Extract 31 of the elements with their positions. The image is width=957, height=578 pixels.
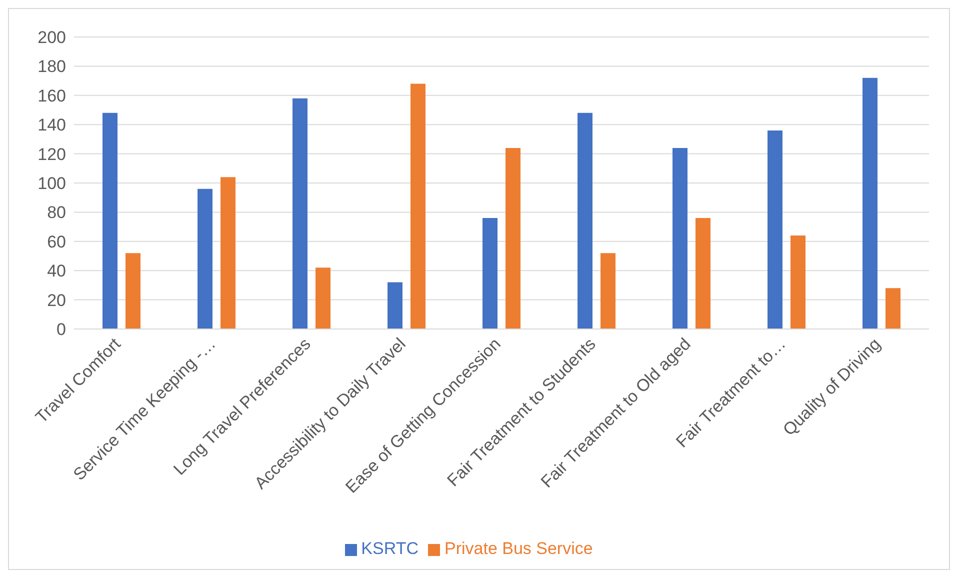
- y-tick-label: 0: [56, 320, 66, 340]
- bar: [102, 112, 118, 329]
- bar: [578, 112, 592, 329]
- legend-label: Private Bus Service: [444, 539, 593, 558]
- bar: [790, 236, 806, 329]
- bar: [862, 78, 878, 329]
- bar: [198, 188, 212, 329]
- y-tick-label: 100: [38, 174, 66, 194]
- bar: [886, 288, 900, 329]
- legend-label: KSRTC: [361, 539, 418, 558]
- y-tick-label: 60: [47, 232, 66, 252]
- bar: [768, 130, 782, 329]
- y-tick-label: 200: [38, 28, 66, 48]
- bar: [292, 98, 308, 329]
- bar: [506, 148, 520, 329]
- y-tick-label: 120: [38, 144, 66, 164]
- bar: [220, 177, 236, 329]
- bar: [316, 268, 330, 329]
- bar: [126, 253, 140, 329]
- bar: [600, 253, 616, 329]
- bar: [388, 282, 402, 329]
- bar: [672, 148, 688, 329]
- y-tick-label: 160: [38, 86, 66, 106]
- y-tick-label: 180: [38, 57, 66, 76]
- y-tick-label: 80: [47, 203, 66, 222]
- bar: [410, 84, 426, 329]
- y-tick-label: 20: [47, 290, 66, 310]
- bar: [696, 218, 710, 329]
- y-tick-label: 140: [38, 116, 66, 135]
- bar: [482, 218, 498, 329]
- y-tick-label: 40: [47, 262, 66, 281]
